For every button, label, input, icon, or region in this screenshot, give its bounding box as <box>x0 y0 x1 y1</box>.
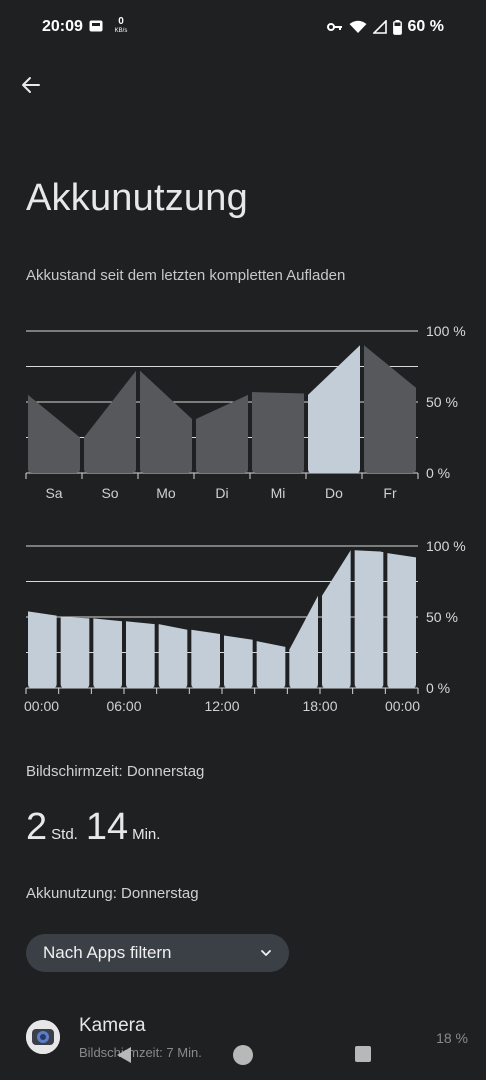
wifi-icon <box>349 20 367 33</box>
chart-xtick-label: Sa <box>45 485 62 501</box>
screen-time-label: Bildschirmzeit: Donnerstag <box>26 763 205 780</box>
filter-apps-dropdown[interactable]: Nach Apps filtern <box>26 934 289 972</box>
screen-time-minutes: 14 <box>85 806 129 848</box>
nav-recents-icon[interactable] <box>355 1046 371 1062</box>
chart-segment-di[interactable] <box>196 394 248 473</box>
screen-time-hours-unit: Std. <box>51 826 78 843</box>
filter-apps-label: Nach Apps filtern <box>43 943 172 962</box>
daily-battery-chart[interactable]: 100 % 50 % 0 % 00:00 06:00 12:00 18:00 00:00 <box>0 530 486 730</box>
chart-xtick-label: Mi <box>271 485 286 501</box>
chart-segment[interactable] <box>354 550 384 688</box>
chart-xtick-label: Fr <box>383 485 397 501</box>
chart-segment[interactable] <box>158 624 188 688</box>
page-title: Akkunutzung <box>26 177 248 219</box>
chart-ytick-label: 100 % <box>426 323 466 339</box>
chart-segment[interactable] <box>322 550 351 688</box>
chart-xtick-label: 06:00 <box>106 698 141 714</box>
chevron-down-icon <box>261 950 271 956</box>
chart-ytick-label: 100 % <box>426 538 466 554</box>
chart-ytick-label: 50 % <box>426 609 458 625</box>
chart-xtick-label: 00:00 <box>385 698 420 714</box>
app-battery-percent: 18 % <box>436 1030 468 1046</box>
chart-ytick-label: 0 % <box>426 465 450 481</box>
chart-segment-so[interactable] <box>84 370 136 473</box>
net-speed: 0 KB/s <box>111 16 131 35</box>
chart-segment-mo[interactable] <box>140 370 192 473</box>
chart-ytick-label: 50 % <box>426 394 458 410</box>
vpn-key-icon <box>326 23 342 31</box>
net-speed-value: 0 <box>118 16 124 27</box>
chart-segment[interactable] <box>28 611 57 688</box>
status-icons: 60 % <box>326 16 444 38</box>
nav-back-icon[interactable] <box>116 1046 132 1064</box>
nav-home-icon[interactable] <box>233 1045 253 1065</box>
chart-xtick-label: So <box>101 485 118 501</box>
chart-segment[interactable] <box>60 617 90 688</box>
chart-xtick-label: Do <box>325 485 343 501</box>
chart-xtick-label: 00:00 <box>24 698 59 714</box>
screen-time-value: 2 Std. 14 Min. <box>26 806 168 849</box>
battery-usage-label: Akkunutzung: Donnerstag <box>26 885 199 902</box>
chart-ytick-label: 0 % <box>426 680 450 696</box>
notification-icon <box>89 20 103 32</box>
chart-segment[interactable] <box>387 553 416 688</box>
chart-segment[interactable] <box>289 595 318 688</box>
chart-segment-fr[interactable] <box>364 345 416 473</box>
battery-icon <box>392 19 402 35</box>
app-name: Kamera <box>79 1015 146 1036</box>
screen-time-minutes-unit: Min. <box>132 826 161 843</box>
chart-segment-do[interactable] <box>308 345 360 473</box>
system-navigation-bar <box>0 1030 486 1080</box>
screen-time-hours: 2 <box>26 806 48 848</box>
chart-xtick-label: Di <box>215 485 228 501</box>
camera-icon <box>26 1020 60 1054</box>
cell-signal-icon <box>372 20 387 34</box>
chart-segment[interactable] <box>93 618 122 688</box>
status-bar: 20:09 0 KB/s 60 % <box>0 0 486 56</box>
chart-xtick-label: 18:00 <box>302 698 337 714</box>
chart-segment-sa[interactable] <box>28 394 80 473</box>
chart-segment-mi[interactable] <box>252 392 304 473</box>
app-list-item-kamera[interactable]: Kamera Bildschirmzeit: 7 Min. 18 % <box>0 1010 486 1080</box>
chart-xtick-label: Mo <box>156 485 176 501</box>
net-speed-unit: KB/s <box>114 28 128 34</box>
arrow-back-icon <box>22 77 40 93</box>
app-screen-time: Bildschirmzeit: 7 Min. <box>79 1045 202 1060</box>
back-button[interactable] <box>16 70 46 100</box>
chart-segment[interactable] <box>256 641 286 688</box>
chart-segment[interactable] <box>224 635 253 688</box>
weekly-battery-chart[interactable]: 100 % 50 % 0 % Sa So Mo Di Mi Do Fr <box>0 315 486 515</box>
chart-segment[interactable] <box>126 621 155 688</box>
chart-segment[interactable] <box>191 629 220 688</box>
chart-xtick-label: 12:00 <box>204 698 239 714</box>
status-time: 20:09 <box>42 18 83 35</box>
battery-percent: 60 % <box>407 18 444 35</box>
section-subtitle: Akkustand seit dem letzten kompletten Au… <box>26 267 346 284</box>
